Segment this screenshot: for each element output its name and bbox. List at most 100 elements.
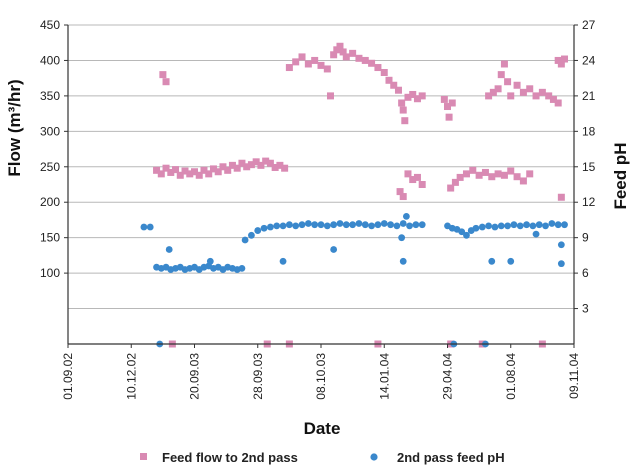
point-0-25 [271,163,279,171]
point-0-56 [409,90,417,98]
point-0-88 [504,78,512,86]
point-0-13 [214,168,222,176]
point-1-37 [330,221,338,229]
point-0-68 [448,99,456,107]
point-0-63 [413,173,421,181]
point-1-67 [497,222,505,230]
point-0-75 [481,168,489,176]
point-1-75 [548,220,556,227]
point-0-24 [266,159,274,167]
series-1 [140,213,568,348]
point-1-40 [349,221,357,229]
y-tick-label-4: 300 [40,124,60,138]
x-tick-label-1: 10.12.02 [124,353,138,400]
y2-axis-ticks: 3 6 9 12 15 18 21 24 27 [574,18,596,316]
point-1-76 [554,221,562,229]
point-0-74 [475,171,483,179]
point-1-39 [342,221,350,229]
point-1-44 [374,221,382,229]
point-1-81 [557,241,565,249]
point-1-70 [516,222,524,230]
point-1-36 [323,222,331,230]
point-1-78 [488,257,496,265]
point-1-28 [273,222,281,230]
point-1-61 [463,231,470,239]
point-0-7 [186,170,194,178]
point-0-41 [339,48,347,56]
point-1-65 [485,222,493,230]
data-points [140,42,569,348]
point-0-71 [456,173,464,181]
y-tick-label-2: 200 [40,195,60,209]
point-0-51 [394,86,402,94]
x-axis-ticks: 01.09.02 10.12.02 20.09.03 28.09.03 08.10.03… [61,344,581,400]
y-tick-label-3: 250 [40,160,60,174]
x-axis-title: Date [304,419,341,438]
point-0-93 [532,92,540,100]
point-0-11 [205,170,213,178]
legend-label-feed-flow: Feed flow to 2nd pass [162,450,298,465]
point-0-28 [159,71,167,79]
point-0-79 [507,167,515,175]
point-1-47 [393,222,401,230]
point-1-41 [355,220,363,227]
point-1-1 [146,223,154,231]
gridlines [68,24,574,310]
point-1-50 [406,222,413,230]
point-1-27 [267,223,274,231]
point-0-48 [380,68,388,76]
point-0-98 [554,56,562,64]
point-0-72 [462,170,470,178]
x-tick-label-6: 29.04.04 [441,353,455,400]
point-1-31 [292,222,300,230]
point-0-23 [262,157,270,165]
point-0-99 [557,60,565,68]
point-0-20 [247,161,255,169]
point-0-47 [374,64,382,72]
point-0-83 [485,92,493,100]
y-tick-label-0: 100 [40,266,60,280]
point-0-15 [224,166,232,174]
y2-tick-label-4: 15 [582,160,596,174]
point-0-64 [418,181,426,188]
point-1-74 [542,222,549,230]
point-1-34 [311,221,319,229]
y-axis-ticks: 100 150 200 250 300 350 400 450 [40,18,68,280]
point-0-84 [489,88,497,96]
point-0-43 [349,49,357,57]
point-0-81 [519,177,527,185]
point-0-100 [561,55,569,63]
point-0-49 [385,76,393,84]
point-1-82 [557,260,565,268]
point-1-33 [304,220,312,227]
point-0-86 [497,71,505,79]
point-1-21 [165,246,173,253]
point-0-50 [390,81,398,89]
legend: Feed flow to 2nd pass 2nd pass feed pH [140,450,505,465]
point-0-76 [488,173,496,181]
point-0-53 [399,106,407,114]
point-1-53 [279,257,287,265]
point-0-39 [333,46,341,54]
y2-tick-label-5: 18 [582,124,596,138]
point-0-80 [513,173,521,181]
point-0-91 [519,88,527,96]
point-1-55 [398,234,406,242]
point-0-95 [545,92,553,100]
point-1-49 [402,213,410,220]
point-0-4 [172,166,180,174]
point-1-63 [472,224,480,232]
x-tick-label-3: 28.09.03 [251,353,265,400]
x-tick-label-2: 20.09.03 [188,353,202,400]
point-1-64 [478,223,486,231]
point-0-18 [238,159,246,167]
point-0-26 [276,161,284,169]
point-0-70 [451,178,459,186]
point-1-79 [507,257,515,265]
point-1-22 [206,257,214,265]
y-tick-label-5: 350 [40,89,60,103]
point-0-82 [526,170,534,178]
point-0-0 [153,166,161,174]
point-0-78 [500,171,508,179]
